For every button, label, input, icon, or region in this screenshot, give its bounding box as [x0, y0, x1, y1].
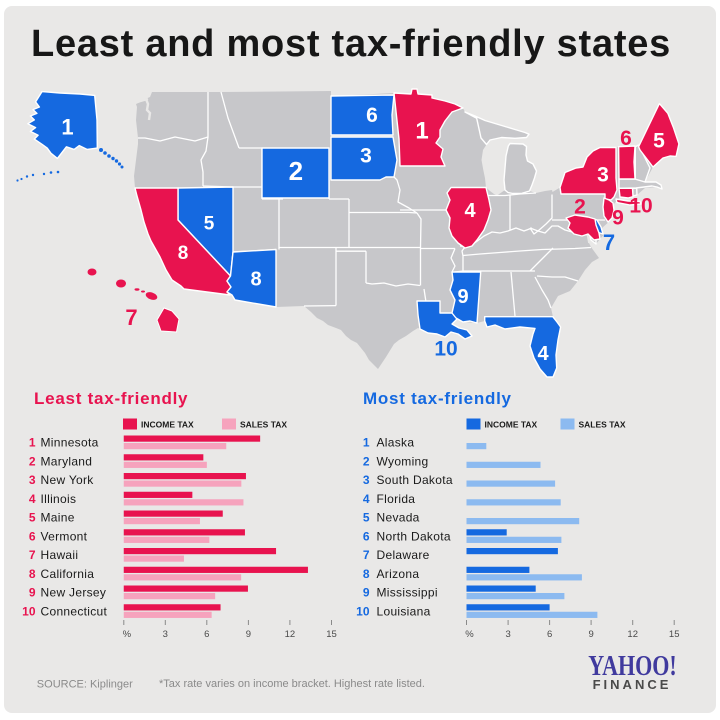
svg-text:Hawaii: Hawaii [41, 548, 79, 562]
svg-text:9: 9 [363, 586, 370, 600]
svg-text:%: % [465, 629, 474, 640]
svg-text:Mississippi: Mississippi [377, 586, 438, 600]
svg-text:Least and most tax-friendly st: Least and most tax-friendly states [31, 23, 671, 65]
svg-text:SOURCE: Kiplinger: SOURCE: Kiplinger [37, 679, 133, 691]
svg-text:4: 4 [537, 343, 549, 365]
svg-text:Connecticut: Connecticut [41, 604, 108, 618]
svg-text:Maine: Maine [41, 511, 75, 525]
svg-text:8: 8 [250, 269, 261, 291]
svg-text:2: 2 [363, 454, 370, 468]
svg-text:4: 4 [363, 492, 370, 506]
svg-text:New Jersey: New Jersey [41, 586, 107, 600]
svg-text:10: 10 [356, 604, 370, 618]
svg-text:YAHOO!: YAHOO! [588, 649, 677, 682]
svg-text:3: 3 [363, 473, 370, 487]
svg-text:1: 1 [415, 118, 428, 145]
svg-text:Maryland: Maryland [41, 454, 93, 468]
svg-text:12: 12 [285, 629, 296, 640]
svg-text:Least tax-friendly: Least tax-friendly [34, 389, 188, 408]
svg-text:15: 15 [326, 629, 337, 640]
svg-text:7: 7 [363, 548, 370, 562]
svg-text:10: 10 [434, 338, 457, 361]
svg-text:South Dakota: South Dakota [377, 473, 453, 487]
svg-text:12: 12 [627, 629, 638, 640]
svg-text:5: 5 [29, 511, 36, 525]
svg-text:%: % [123, 629, 132, 640]
svg-text:9: 9 [246, 629, 251, 640]
svg-text:1: 1 [61, 114, 73, 139]
svg-text:4: 4 [29, 492, 36, 506]
svg-text:2: 2 [29, 454, 36, 468]
svg-text:5: 5 [653, 130, 665, 153]
svg-text:5: 5 [363, 511, 370, 525]
svg-text:2: 2 [574, 196, 586, 219]
svg-text:6: 6 [29, 529, 36, 543]
svg-text:California: California [41, 567, 95, 581]
svg-text:INCOME TAX: INCOME TAX [141, 420, 194, 430]
svg-text:9: 9 [457, 286, 468, 308]
svg-text:1: 1 [363, 436, 370, 450]
svg-text:9: 9 [612, 207, 624, 230]
svg-text:Vermont: Vermont [41, 529, 88, 543]
svg-text:SALES TAX: SALES TAX [240, 420, 287, 430]
svg-text:6: 6 [620, 127, 632, 150]
svg-text:Louisiana: Louisiana [377, 604, 431, 618]
svg-text:FINANCE: FINANCE [593, 677, 672, 692]
svg-text:Delaware: Delaware [377, 548, 430, 562]
svg-text:7: 7 [603, 230, 615, 255]
svg-text:Minnesota: Minnesota [41, 436, 99, 450]
svg-text:Alaska: Alaska [377, 436, 415, 450]
svg-text:3: 3 [597, 164, 609, 187]
svg-text:5: 5 [204, 213, 215, 234]
svg-text:New York: New York [41, 473, 95, 487]
svg-text:7: 7 [125, 305, 137, 330]
svg-text:9: 9 [29, 586, 36, 600]
svg-text:Arizona: Arizona [377, 567, 420, 581]
svg-text:Florida: Florida [377, 492, 416, 506]
svg-text:8: 8 [178, 243, 189, 264]
svg-text:Wyoming: Wyoming [377, 454, 429, 468]
svg-text:8: 8 [363, 567, 370, 581]
svg-text:SALES TAX: SALES TAX [579, 420, 626, 430]
svg-text:INCOME TAX: INCOME TAX [485, 420, 538, 430]
svg-text:North Dakota: North Dakota [377, 529, 451, 543]
svg-text:7: 7 [29, 548, 36, 562]
svg-text:8: 8 [29, 567, 36, 581]
svg-text:3: 3 [360, 145, 372, 168]
svg-text:Nevada: Nevada [377, 511, 420, 525]
svg-text:*Tax rate varies on income bra: *Tax rate varies on income bracket. High… [159, 678, 425, 690]
svg-text:15: 15 [669, 629, 680, 640]
svg-text:Illinois: Illinois [41, 492, 77, 506]
svg-text:3: 3 [29, 473, 36, 487]
svg-text:4: 4 [464, 200, 476, 222]
svg-text:6: 6 [204, 629, 209, 640]
svg-text:9: 9 [588, 629, 593, 640]
svg-text:10: 10 [629, 195, 652, 218]
svg-text:6: 6 [363, 529, 370, 543]
svg-text:6: 6 [366, 104, 378, 127]
svg-text:2: 2 [289, 156, 303, 186]
svg-text:3: 3 [163, 629, 168, 640]
svg-text:Most tax-friendly: Most tax-friendly [363, 389, 512, 408]
svg-text:1: 1 [29, 436, 36, 450]
svg-text:6: 6 [547, 629, 552, 640]
svg-text:3: 3 [505, 629, 510, 640]
svg-text:10: 10 [22, 604, 36, 618]
